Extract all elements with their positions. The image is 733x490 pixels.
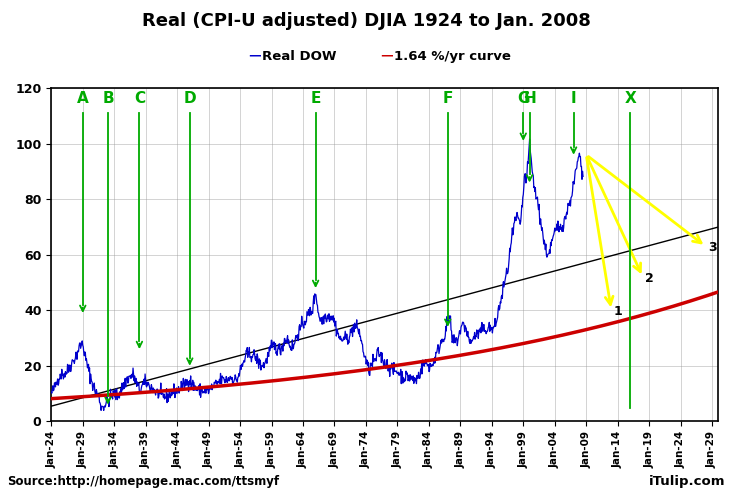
- Text: X: X: [625, 91, 636, 106]
- Text: 3: 3: [708, 242, 717, 254]
- Text: F: F: [443, 91, 453, 106]
- Text: D: D: [183, 91, 196, 106]
- Text: Real DOW: Real DOW: [262, 50, 337, 63]
- Text: Source:http://homepage.mac.com/ttsmyf: Source:http://homepage.mac.com/ttsmyf: [7, 474, 279, 488]
- Text: Real (CPI-U adjusted) DJIA 1924 to Jan. 2008: Real (CPI-U adjusted) DJIA 1924 to Jan. …: [142, 12, 591, 30]
- Text: E: E: [310, 91, 321, 106]
- Text: 1: 1: [614, 305, 622, 318]
- Text: I: I: [571, 91, 576, 106]
- Text: B: B: [102, 91, 114, 106]
- Text: G: G: [517, 91, 529, 106]
- Text: 2: 2: [645, 272, 654, 285]
- Text: ─: ─: [249, 48, 260, 65]
- Text: A: A: [77, 91, 89, 106]
- Text: H: H: [523, 91, 536, 106]
- Text: 1.64 %/yr curve: 1.64 %/yr curve: [394, 50, 511, 63]
- Text: iTulip.com: iTulip.com: [649, 474, 726, 488]
- Text: C: C: [134, 91, 145, 106]
- Text: ─: ─: [381, 48, 392, 65]
